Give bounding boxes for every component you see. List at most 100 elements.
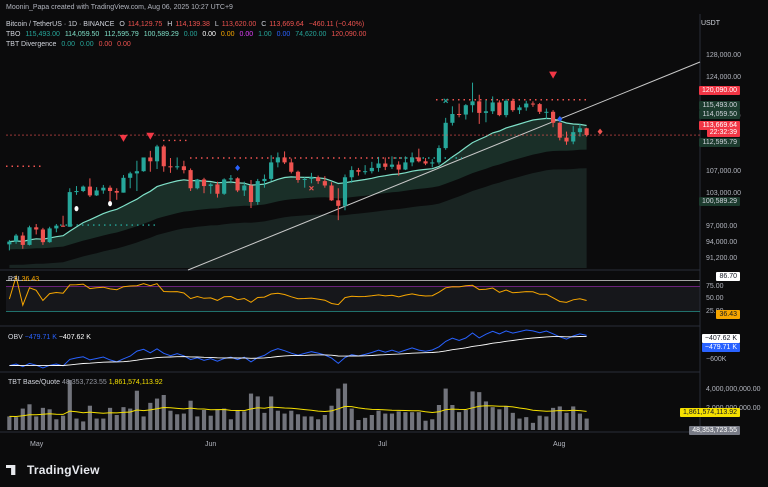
sell-signal-arrow — [119, 134, 128, 142]
obv-title: OBV −479.71 K −407.62 K — [8, 334, 91, 341]
candle-body — [20, 235, 25, 245]
ohlc-l-label: L — [214, 21, 219, 28]
volume-bar — [369, 415, 374, 430]
tbt-div-label[interactable]: TBT Divergence — [6, 41, 57, 48]
volume-bar — [27, 404, 32, 430]
volume-bar — [517, 418, 522, 430]
candle-body — [571, 132, 576, 142]
ohlc-c-label: C — [261, 21, 267, 28]
tbt-div-value: 0.00 — [117, 41, 131, 48]
volume-bar — [34, 416, 39, 430]
candle-body — [342, 177, 348, 206]
symbol-title[interactable]: Bitcoin / TetherUS · 1D · BINANCE — [6, 21, 115, 28]
volume-bar — [557, 406, 562, 430]
price-axis-tick: 94,000.00 — [706, 239, 738, 247]
volume-bar — [107, 407, 113, 430]
candle-body — [349, 170, 354, 178]
candle-body — [450, 114, 455, 123]
time-axis-label: May — [30, 441, 44, 448]
volume-bar — [208, 415, 213, 430]
candle-body — [517, 107, 522, 111]
price-tag: 113,669.64 — [699, 121, 740, 130]
candle-body — [34, 227, 39, 230]
volume-bar — [269, 396, 274, 430]
volume-value-tag: 1,861,574,113.92 — [680, 408, 740, 417]
price-axis-tick: 128,000.00 — [706, 52, 742, 60]
candle-body — [175, 166, 180, 168]
tbo-value: 120,090.00 — [331, 31, 367, 38]
rsi-range-fill — [6, 286, 700, 312]
price-tag: 114,059.50 — [699, 110, 740, 119]
volume-bar — [161, 395, 166, 430]
volume-bar — [430, 419, 435, 430]
volume-bar — [423, 420, 428, 430]
volume-bar — [524, 417, 529, 430]
candle-body — [27, 227, 32, 245]
rsi-title: RSI 36.43 — [8, 276, 39, 283]
candle-body — [168, 166, 173, 168]
candle-body — [369, 167, 374, 172]
tbo-label[interactable]: TBO — [6, 31, 21, 38]
candle-body — [141, 157, 146, 172]
rsi-axis-tick: 50.00 — [706, 295, 724, 302]
tbo-value: 0.00 — [202, 31, 216, 38]
volume-bar — [13, 417, 19, 430]
candle-body — [94, 190, 99, 196]
candle-body — [60, 225, 66, 227]
candle-body — [40, 229, 46, 243]
volume-bar — [248, 393, 254, 430]
price-tag: 100,589.29 — [698, 197, 740, 206]
candle-body — [463, 105, 468, 115]
price-tag: 22:32:39 — [706, 128, 740, 137]
rsi-label[interactable]: RSI — [8, 276, 20, 283]
candle-body — [228, 178, 233, 180]
tbt-label[interactable]: TBT Base/Quote — [8, 379, 61, 386]
ohlc-low: 113,620.00 — [221, 21, 257, 28]
volume-bar — [396, 411, 401, 430]
price-axis-tick: 124,000.00 — [706, 74, 742, 82]
candle-body — [584, 128, 589, 136]
volume-bar — [349, 408, 354, 430]
tbo-value: 0.00 — [183, 31, 198, 38]
candle-body — [201, 179, 207, 187]
candle-body — [215, 184, 220, 194]
volume-bar — [544, 416, 549, 430]
volume-bar — [87, 405, 92, 430]
candle-body — [510, 100, 515, 111]
candle-body — [564, 137, 569, 142]
obv-label[interactable]: OBV — [8, 334, 23, 341]
volume-bar — [168, 410, 173, 430]
candle-body — [195, 179, 200, 189]
candle-body — [376, 163, 381, 168]
volume-bar — [490, 407, 495, 430]
time-axis-label: Jun — [205, 441, 217, 448]
volume-bar — [282, 413, 287, 430]
tbo-value: 112,595.79 — [104, 31, 139, 38]
volume-bar — [235, 410, 240, 430]
candle-body — [524, 103, 529, 108]
candle-body — [316, 177, 321, 182]
volume-bar — [329, 405, 334, 430]
volume-bar — [188, 400, 193, 430]
ohlc-change: −460.11 (−0.40%) — [308, 21, 365, 28]
candle-body — [255, 181, 260, 202]
volume-bar — [584, 418, 589, 430]
ohlc-close: 113,669.64 — [269, 21, 304, 28]
candle-body — [537, 104, 542, 112]
volume-bar — [154, 398, 160, 430]
candle-body — [389, 164, 395, 167]
volume-bar — [356, 420, 361, 430]
currency-label[interactable]: USDT — [700, 20, 720, 27]
candle-body — [235, 178, 240, 191]
candle-body — [410, 157, 415, 163]
candle-body — [282, 157, 287, 163]
ohlc-h-label: H — [167, 21, 173, 28]
volume-axis-tick: 4,000,000,000.00 — [706, 386, 761, 393]
candle-body — [13, 235, 19, 242]
price-axis-tick: 103,000.00 — [706, 189, 742, 197]
volume-bar — [74, 418, 79, 430]
candle-body — [208, 184, 213, 187]
tradingview-logo[interactable]: TradingView — [6, 463, 100, 477]
